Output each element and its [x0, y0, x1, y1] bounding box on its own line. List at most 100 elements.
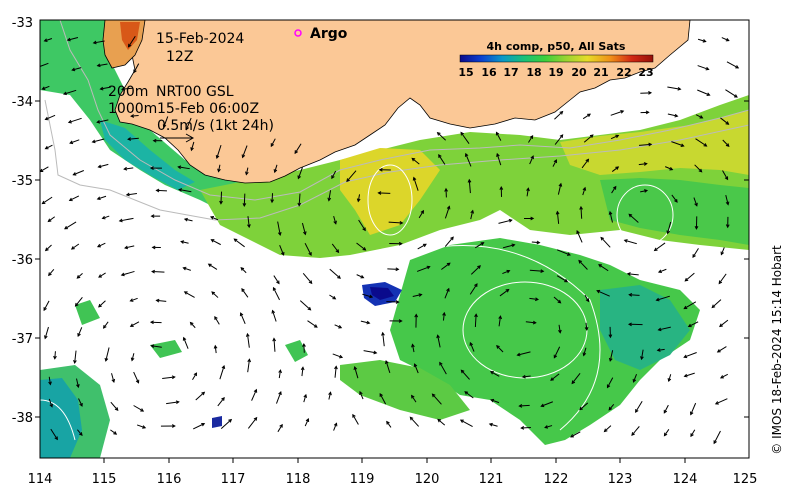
ssh-eddy-north	[367, 164, 413, 236]
velocity-arrow	[124, 167, 134, 170]
velocity-arrowhead	[558, 329, 562, 334]
velocity-arrowhead	[49, 403, 54, 408]
velocity-arrow	[119, 217, 134, 222]
velocity-arrowhead	[444, 187, 448, 192]
x-tick-label: 114	[28, 472, 53, 487]
velocity-arrowhead	[123, 166, 128, 171]
velocity-arrow	[298, 193, 301, 206]
velocity-arrowhead	[713, 440, 717, 445]
velocity-arrowhead	[98, 274, 103, 278]
velocity-arrowhead	[643, 162, 648, 166]
velocity-arrowhead	[99, 86, 104, 91]
plot-frame	[39, 19, 750, 459]
velocity-arrow	[664, 166, 673, 171]
velocity-arrow	[44, 326, 49, 339]
velocity-arrowhead	[608, 334, 613, 339]
velocity-arrow	[304, 418, 309, 427]
velocity-arrowhead	[239, 312, 244, 317]
velocity-arrow	[278, 370, 281, 379]
velocity-arrow	[411, 157, 420, 165]
velocity-arrowhead	[521, 374, 526, 379]
velocity-arrowhead	[520, 426, 525, 430]
velocity-arrow	[124, 245, 135, 249]
x-tick-label: 122	[544, 472, 569, 487]
velocity-arrow	[210, 216, 219, 221]
velocity-arrow	[45, 144, 53, 150]
velocity-arrowhead	[72, 172, 77, 176]
velocity-arrowhead	[177, 165, 182, 170]
velocity-arrowhead	[62, 91, 67, 96]
velocity-arrowhead	[464, 391, 469, 395]
velocity-arrow	[386, 421, 392, 428]
velocity-arrowhead	[171, 424, 176, 428]
velocity-arrow	[558, 324, 561, 333]
velocity-arrow	[359, 391, 364, 400]
velocity-arrowhead	[469, 341, 474, 346]
velocity-arrowhead	[183, 291, 188, 295]
velocity-arrowhead	[395, 267, 400, 272]
velocity-arrowhead	[718, 280, 723, 285]
velocity-arrowhead	[702, 39, 707, 43]
velocity-arrowhead	[460, 131, 465, 136]
colorbar-tick: 21	[593, 66, 608, 79]
velocity-arrow	[719, 319, 729, 327]
velocity-vectors	[40, 36, 740, 445]
velocity-arrow	[496, 153, 502, 166]
x-tick-label: 117	[221, 472, 246, 487]
plot-area	[40, 20, 749, 458]
velocity-arrow	[715, 398, 728, 405]
velocity-arrow	[441, 262, 451, 270]
velocity-arrow	[581, 159, 589, 169]
velocity-arrowhead	[635, 409, 639, 413]
velocity-arrowhead	[379, 392, 383, 397]
velocity-arrow	[663, 404, 669, 414]
velocity-arrowhead	[506, 269, 511, 274]
velocity-arrow	[130, 297, 138, 302]
sst-patch-green-east	[600, 178, 749, 245]
velocity-arrowhead	[612, 185, 617, 190]
velocity-arrow	[247, 216, 250, 228]
credit-label: © IMOS 18-Feb-2024 15:14 Hobart	[770, 245, 784, 455]
velocity-arrow	[638, 143, 652, 146]
velocity-arrow	[460, 369, 470, 380]
velocity-arrowhead	[666, 230, 671, 235]
x-tick-label: 125	[733, 472, 758, 487]
velocity-arrowhead	[689, 411, 694, 416]
velocity-arrow	[638, 163, 647, 166]
velocity-arrow	[529, 155, 534, 165]
velocity-arrowhead	[438, 154, 442, 158]
velocity-arrowhead	[683, 305, 688, 310]
sst-patch-cold-core	[370, 287, 394, 300]
velocity-arrow	[553, 296, 561, 304]
sst-patch-south-mid	[340, 360, 470, 420]
velocity-arrowhead	[498, 315, 503, 320]
date-label: 15-Feb-2024	[156, 31, 244, 47]
velocity-arrowhead	[582, 352, 587, 357]
velocity-arrowhead	[337, 275, 341, 279]
velocity-arrowhead	[211, 291, 216, 295]
colorbar-tick: 16	[481, 66, 497, 79]
velocity-arrow	[354, 366, 359, 379]
velocity-arrow	[63, 89, 77, 95]
velocity-arrow	[576, 230, 583, 243]
velocity-arrow	[695, 138, 707, 147]
velocity-arrow	[304, 242, 312, 256]
velocity-arrowhead	[215, 155, 220, 160]
velocity-arrow	[181, 240, 189, 244]
velocity-arrow	[667, 113, 678, 117]
velocity-arrow	[683, 301, 697, 310]
velocity-arrow	[179, 189, 192, 193]
velocity-arrowhead	[47, 218, 52, 223]
velocity-arrowhead	[189, 321, 194, 326]
velocity-arrowhead	[150, 344, 155, 348]
velocity-arrowhead	[725, 37, 730, 42]
velocity-arrow	[242, 145, 248, 158]
velocity-arrow	[271, 193, 274, 203]
argo-label: Argo	[310, 26, 348, 42]
velocity-arrow	[110, 429, 117, 435]
velocity-arrow	[234, 238, 245, 248]
velocity-arrow	[329, 268, 341, 279]
velocity-arrowhead	[70, 246, 75, 250]
velocity-arrow	[151, 345, 162, 348]
velocity-arrow	[552, 159, 557, 167]
